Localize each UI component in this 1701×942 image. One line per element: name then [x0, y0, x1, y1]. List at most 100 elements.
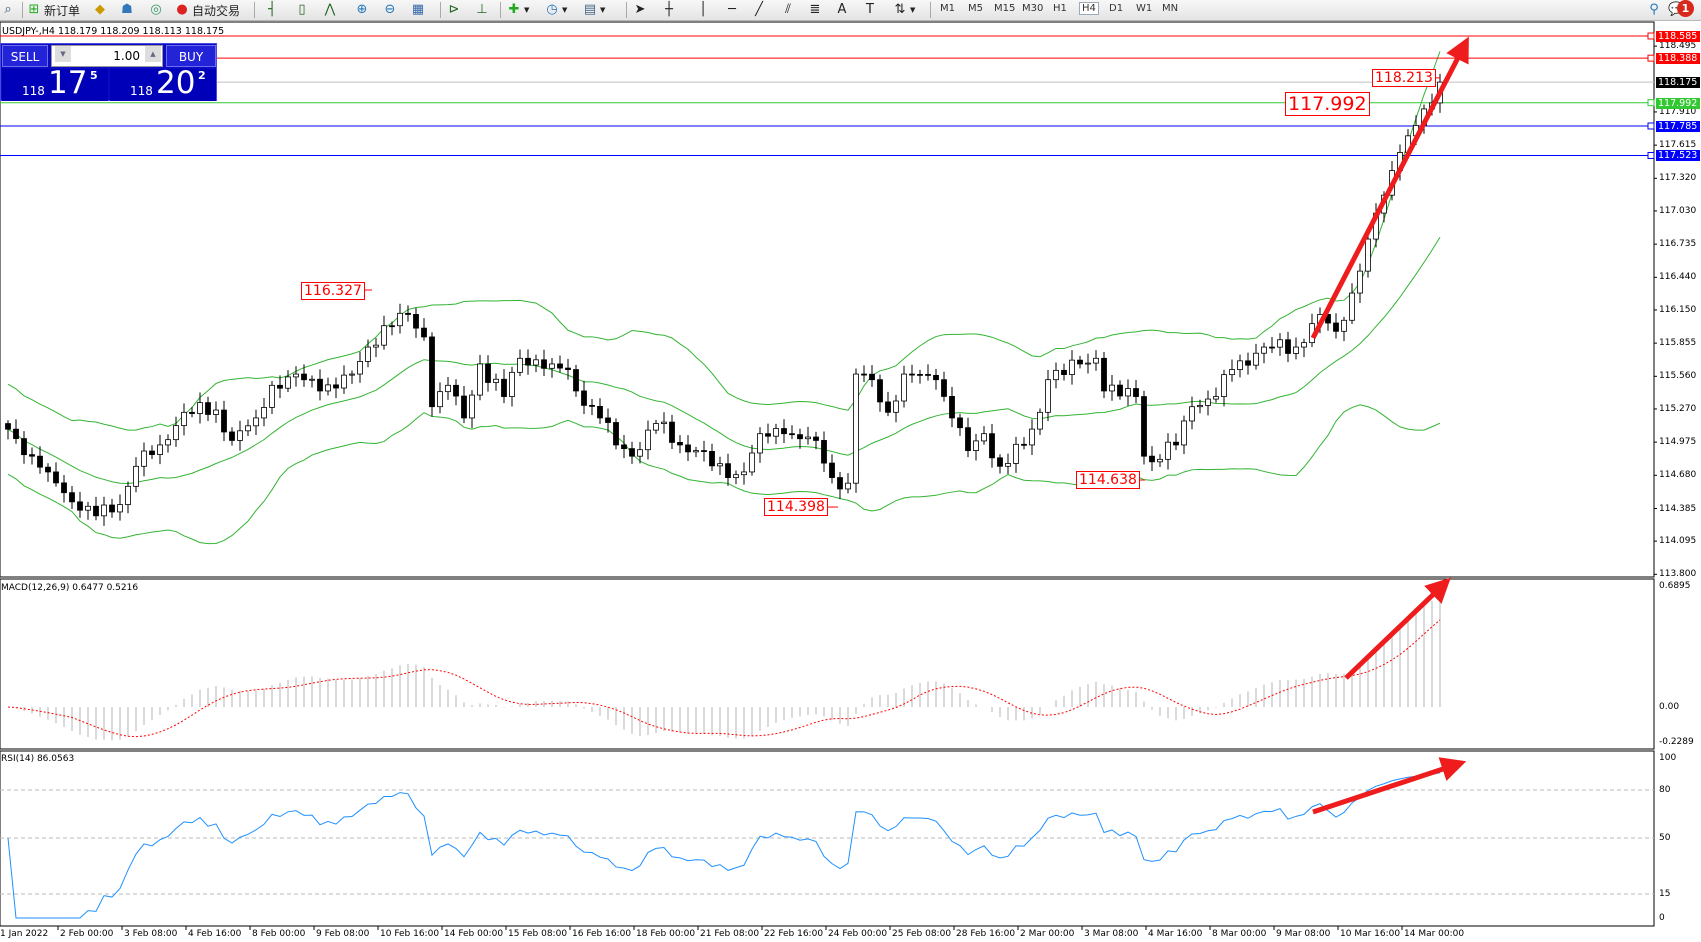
buy-button[interactable]: BUY [166, 45, 216, 67]
zoom-out-button[interactable]: ⊖ [382, 1, 398, 19]
candle-body [93, 505, 99, 517]
buy-price[interactable]: 118 20 2 [110, 65, 216, 101]
candle-body [373, 344, 379, 348]
equidistant-channel-button[interactable]: ⫽ [780, 1, 796, 19]
annotation-latest-high[interactable]: 118.213 [1372, 69, 1436, 87]
indicators-button[interactable]: ✚ ▼ [506, 1, 530, 19]
candle-body [1149, 455, 1155, 463]
candle-body [309, 378, 315, 381]
candlestick-button[interactable]: ▯ [294, 1, 310, 19]
candle-body [437, 391, 443, 408]
auto-scroll-button[interactable]: ⊳ [446, 1, 462, 19]
candle-body [725, 463, 731, 478]
price-axis-label: 118.495 [1659, 41, 1697, 52]
tile-windows-button[interactable]: ▦ [410, 1, 426, 19]
annotation-low-2[interactable]: 114.638 [1076, 471, 1140, 489]
candle-body [557, 363, 563, 369]
text-button[interactable]: A [834, 1, 850, 19]
trendline-button[interactable]: ╱ [751, 1, 767, 19]
macd-title: MACD(12,26,9) 0.6477 0.5216 [1, 583, 139, 593]
metaeditor-button[interactable]: ◆ [92, 1, 108, 19]
candle-body [141, 450, 147, 467]
sell-price[interactable]: 118 17 5 [2, 65, 108, 101]
timeframe-mn[interactable]: MN [1162, 3, 1179, 14]
sell-button[interactable]: SELL [2, 45, 48, 67]
bar-chart-button[interactable]: ┤ [264, 1, 280, 19]
auto-trading-button[interactable]: ● 自动交易 [174, 1, 240, 19]
candle-body [1165, 441, 1171, 460]
candle-body [349, 373, 355, 376]
timeframe-d1[interactable]: D1 [1109, 3, 1124, 14]
time-axis-label: 2 Mar 00:00 [1020, 929, 1075, 939]
candle-body [717, 463, 723, 467]
fibonacci-button[interactable]: ≣ [807, 1, 823, 19]
timeframe-m1[interactable]: M1 [940, 3, 955, 14]
search-button[interactable]: ⚲ [1646, 1, 1662, 19]
price-line-label: 117.785 [1656, 121, 1700, 132]
candle-body [133, 465, 139, 487]
cursor-button[interactable]: ➤ [632, 1, 648, 19]
new-order-button[interactable]: ⊞ 新订单 [26, 1, 80, 19]
chart-shift-button[interactable]: ⊥ [474, 1, 490, 19]
price-trend-arrow [1310, 36, 1469, 340]
candle-body [677, 442, 683, 446]
zoom-in-button[interactable]: ⊕ [354, 1, 370, 19]
price-line-handle [1647, 122, 1655, 130]
time-axis-label: 3 Mar 08:00 [1084, 929, 1139, 939]
candle-body [1005, 463, 1011, 467]
crosshair-button[interactable]: ┼ [661, 1, 677, 19]
candle-body [1093, 357, 1099, 364]
candle-body [517, 357, 523, 373]
candle-body [597, 405, 603, 419]
text-label-button[interactable]: T [862, 1, 878, 19]
timeframe-m15[interactable]: M15 [994, 3, 1016, 14]
annotation-low[interactable]: 114.398 [764, 498, 828, 516]
timeframe-h4[interactable]: H4 [1079, 2, 1099, 15]
timeframe-w1[interactable]: W1 [1136, 3, 1153, 14]
candle-body [957, 417, 963, 429]
annotation-level[interactable]: 117.992 [1285, 92, 1370, 116]
periods-button[interactable]: ◷ ▼ [544, 1, 567, 19]
templates-button[interactable]: ▤ ▼ [583, 2, 606, 17]
search-icon-left[interactable]: ⌕ [4, 2, 12, 17]
macd-axis-max: 0.6895 [1659, 581, 1691, 591]
zoom-out-icon: ⊖ [384, 2, 396, 17]
rsi-trend-arrow [1312, 757, 1467, 815]
timeframe-m30[interactable]: M30 [1022, 3, 1044, 14]
toolbar: ⌕ ⊞ 新订单 ◆ ☗ ◎ ● 自动交易 ┤ ▯ ⋀ ⊕ ⊖ ▦ ⊳ ⊥ ✚ ▼ ◷ ▼… [0, 0, 1701, 21]
time-axis-label: 8 Mar 00:00 [1212, 929, 1267, 939]
candle-body [1109, 384, 1115, 392]
lot-size-input[interactable]: 1.00 [51, 45, 163, 67]
candle-body [1221, 374, 1227, 397]
lot-increase-button[interactable]: ▲ [145, 46, 161, 62]
candle-body [365, 346, 371, 362]
candle-body [405, 312, 411, 315]
chart-title: USDJPY-,H4 118.179 118.209 118.113 118.1… [2, 26, 225, 37]
navigator-button[interactable]: ☗ [119, 1, 135, 19]
candle-body [973, 440, 979, 451]
candle-body [157, 444, 163, 455]
candle-body [285, 376, 291, 389]
trendline-icon: ╱ [755, 2, 763, 17]
candle-body [1077, 359, 1083, 365]
timeframe-h1[interactable]: H1 [1053, 3, 1067, 14]
candle-body [469, 394, 475, 419]
separator [626, 2, 627, 18]
candle-body [5, 423, 11, 430]
separator [500, 2, 501, 18]
signals-button[interactable]: ◎ [148, 1, 164, 19]
timeframe-m5[interactable]: M5 [968, 3, 983, 14]
candle-body [1069, 359, 1075, 375]
line-chart-button[interactable]: ⋀ [322, 1, 338, 19]
lot-decrease-button[interactable]: ▼ [55, 46, 71, 62]
vertical-line-button[interactable]: │ [695, 1, 711, 19]
horizontal-line-button[interactable]: ─ [724, 1, 740, 19]
arrows-button[interactable]: ⇅ ▼ [892, 1, 916, 19]
annotation-high[interactable]: 116.327 [301, 282, 365, 300]
candle-body [101, 504, 107, 517]
sell-price-fraction: 5 [90, 69, 98, 82]
bb-lower-line [7, 404, 1441, 545]
periods-icon: ◷ [546, 2, 558, 17]
candle-body [909, 373, 915, 376]
